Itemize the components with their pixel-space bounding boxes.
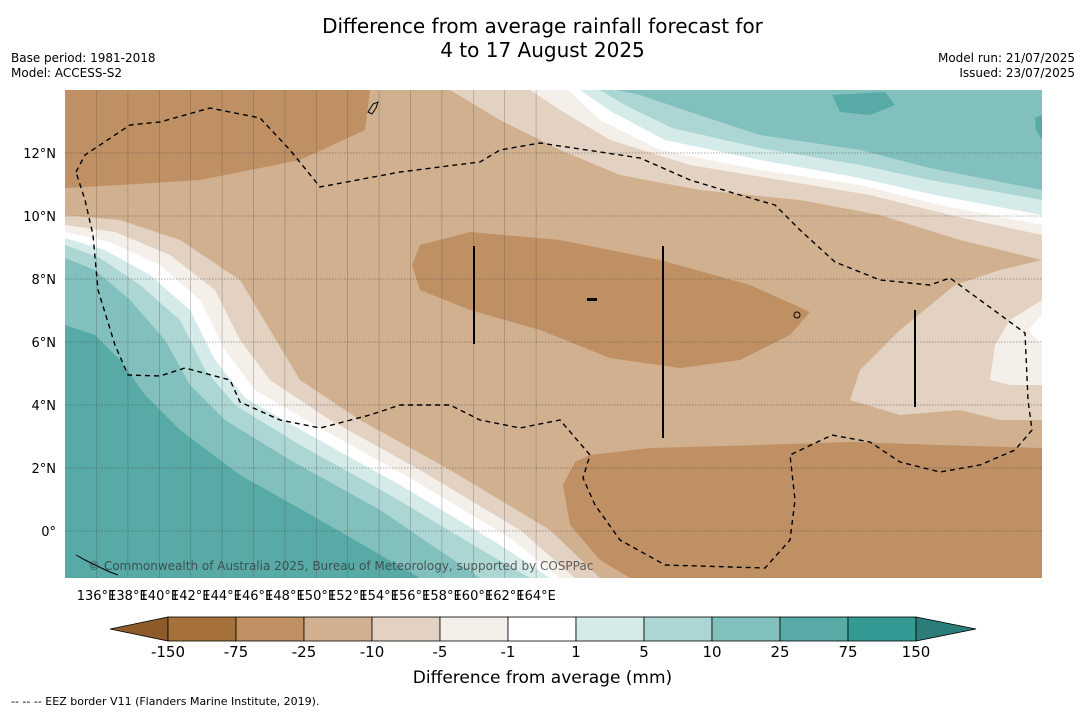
x-tick-label: 142°E [171, 589, 211, 604]
x-tick-label: 160°E [454, 589, 494, 604]
eez-legend-note: -- -- -- EEZ border V11 (Flanders Marine… [11, 695, 320, 708]
colorbar-tick-label: -25 [291, 643, 317, 661]
x-tick-label: 138°E [108, 589, 148, 604]
x-tick-label: 164°E [516, 589, 556, 604]
colorbar-segment [167, 616, 237, 642]
islands [75, 101, 916, 576]
dry-patch-southeast [563, 442, 1042, 578]
colorbar-segment [779, 616, 849, 642]
colorbar-segment [643, 616, 713, 642]
island-outline [367, 101, 379, 115]
x-tick-label: 148°E [265, 589, 305, 604]
colorbar [109, 616, 977, 642]
model-run-text: Model run: 21/07/2025 [937, 51, 1075, 65]
colorbar-tick-label: 5 [639, 643, 649, 661]
run-info: Model run: 21/07/2025 Issued: 23/07/2025 [938, 51, 1075, 81]
colorbar-over-arrow [915, 616, 977, 642]
band-plus25-ne [832, 92, 895, 115]
y-tick-label: 8°N [32, 273, 57, 288]
island-outline [793, 311, 801, 319]
x-tick-label: 158°E [422, 589, 462, 604]
x-tick-label: 136°E [77, 589, 117, 604]
band-minus1-east [990, 300, 1042, 385]
title-line-2: 4 to 17 August 2025 [440, 38, 645, 62]
y-tick-label: 12°N [23, 147, 56, 162]
x-tick-label: 140°E [140, 589, 180, 604]
title-line-1: Difference from average rainfall forecas… [322, 14, 763, 38]
colorbar-under-arrow [109, 616, 169, 642]
x-tick-label: 162°E [485, 589, 525, 604]
colorbar-segment [371, 616, 441, 642]
x-tick-label: 152°E [328, 589, 368, 604]
y-tick-label: 4°N [32, 399, 57, 414]
colorbar-segment [303, 616, 373, 642]
x-tick-label: 150°E [297, 589, 337, 604]
colorbar-tick-label: 150 [901, 643, 931, 661]
x-tick-label: 146°E [234, 589, 274, 604]
x-tick-label: 144°E [202, 589, 242, 604]
eez-border [75, 107, 1033, 569]
copyright-text: © Commonwealth of Australia 2025, Bureau… [88, 559, 593, 573]
map-field [65, 90, 1042, 578]
colorbar-segment [847, 616, 917, 642]
colorbar-segment [575, 616, 645, 642]
colorbar-tick-label: 75 [838, 643, 858, 661]
colorbar-tick-label: -10 [359, 643, 385, 661]
dry-patch-northwest [65, 90, 370, 188]
y-tick-label: 6°N [32, 336, 57, 351]
y-tick-label: 2°N [32, 462, 57, 477]
colorbar-segment [235, 616, 305, 642]
coastline [75, 554, 119, 576]
colorbar-segment [439, 616, 509, 642]
colorbar-title: Difference from average (mm) [412, 668, 673, 688]
island-mark [587, 298, 597, 301]
graticule [65, 90, 1042, 578]
colorbar-tick-label: -150 [150, 643, 186, 661]
colorbar-segment [711, 616, 781, 642]
colorbar-tick-label: 10 [702, 643, 722, 661]
map-title: Difference from average rainfall forecas… [0, 14, 1085, 62]
colorbar-tick-label: -5 [432, 643, 448, 661]
issued-text: Issued: 23/07/2025 [959, 66, 1075, 80]
y-tick-label: 0° [41, 525, 56, 540]
colorbar-tick-label: 25 [770, 643, 790, 661]
colorbar-tick-label: 1 [571, 643, 581, 661]
band-plus25-sw [65, 325, 420, 578]
dry-patch-central [412, 232, 810, 368]
band-plus25-ne-edge [1035, 115, 1042, 140]
x-tick-label: 156°E [391, 589, 431, 604]
colorbar-tick-label: -75 [223, 643, 249, 661]
y-tick-label: 10°N [23, 210, 56, 225]
colorbar-segment [507, 616, 577, 642]
eez-dashed-line [75, 107, 1033, 569]
x-tick-label: 154°E [359, 589, 399, 604]
band-zero-east [1028, 315, 1042, 345]
model-name-text: Model: ACCESS-S2 [11, 66, 123, 80]
x-axis-labels: 136°E138°E140°E142°E144°E146°E148°E150°E… [77, 589, 556, 604]
y-axis-labels: 12°N 10°N 8°N 6°N 4°N 2°N 0° [23, 147, 56, 540]
band-plus10-ne [617, 90, 1042, 190]
base-period-text: Base period: 1981-2018 [11, 51, 156, 65]
model-info: Base period: 1981-2018 Model: ACCESS-S2 [11, 51, 156, 81]
colorbar-tick-label: -1 [500, 643, 516, 661]
